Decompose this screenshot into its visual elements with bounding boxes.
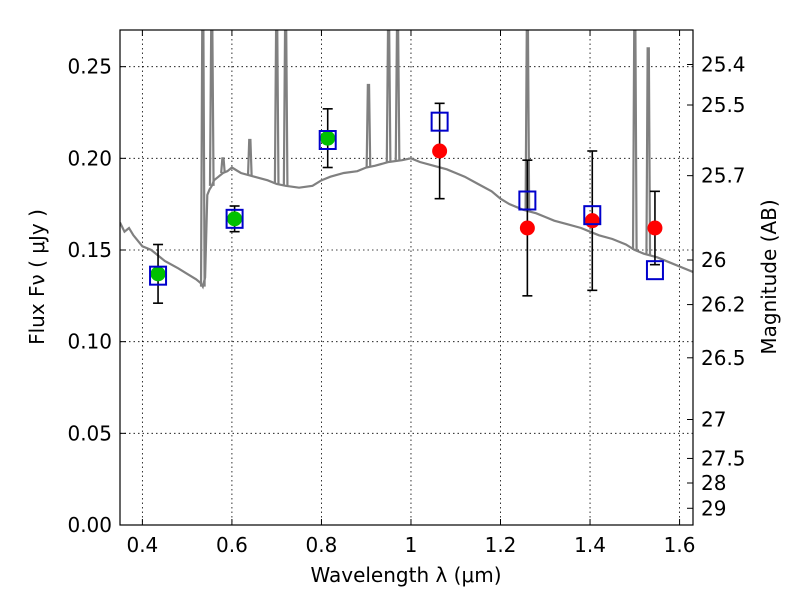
data-point bbox=[432, 143, 448, 159]
model-flux-square bbox=[430, 111, 449, 132]
y-tick-label: 0.25 bbox=[67, 55, 112, 79]
model-spectrum-layer bbox=[120, 30, 693, 290]
data-point bbox=[320, 130, 336, 146]
model-flux-square bbox=[149, 265, 168, 286]
emission-line-spike bbox=[246, 138, 253, 176]
y2-tick-label: 25.7 bbox=[701, 164, 746, 188]
emission-line-spike bbox=[385, 30, 392, 163]
y-tick-label: 0.15 bbox=[67, 238, 112, 262]
y-tick-label: 0.10 bbox=[67, 330, 112, 354]
plot-frame bbox=[119, 29, 694, 526]
y2-tick-label: 29 bbox=[701, 496, 726, 520]
emission-line-spike bbox=[631, 30, 638, 251]
model-flux-square bbox=[318, 130, 337, 150]
y2-tick-label: 25.4 bbox=[701, 52, 746, 76]
emission-line-spike bbox=[645, 47, 652, 255]
y2-axis-title: Magnitude (AB) bbox=[757, 199, 781, 354]
model-flux-square bbox=[583, 205, 602, 226]
emission-line-spike bbox=[199, 30, 206, 287]
points-layer bbox=[150, 130, 663, 282]
data-point bbox=[227, 211, 243, 227]
x-tick-label: 0.4 bbox=[126, 533, 158, 557]
grid bbox=[120, 30, 693, 526]
x-tick-label: 1.6 bbox=[664, 533, 696, 557]
y-tick-label: 0.00 bbox=[67, 513, 112, 537]
emission-line-spike bbox=[394, 30, 401, 161]
emission-line-spike bbox=[365, 83, 372, 168]
y2-tick-label: 26.2 bbox=[701, 293, 746, 317]
emission-line-spike bbox=[282, 30, 289, 186]
x-axis-title: Wavelength λ (μm) bbox=[310, 563, 501, 587]
data-point bbox=[584, 213, 600, 229]
ticks: 0.4 0.6 0.8 1 1.2 1.4 1.6 0.00 0.05 0.10 0.15 0.20 0… bbox=[67, 30, 746, 557]
y2-tick-label: 27 bbox=[701, 408, 726, 432]
y2-tick-label: 26.5 bbox=[701, 346, 746, 370]
data-point bbox=[647, 220, 663, 236]
emission-line-spike bbox=[208, 30, 215, 186]
model-flux-square bbox=[518, 190, 537, 211]
emission-line-spike bbox=[273, 30, 280, 185]
model-spectrum-line bbox=[120, 157, 693, 290]
emission-line-spike bbox=[220, 157, 226, 174]
data-point bbox=[150, 266, 166, 282]
x-tick-label: 0.8 bbox=[306, 533, 338, 557]
y-tick-label: 0.05 bbox=[67, 421, 112, 445]
y2-tick-label: 25.5 bbox=[701, 93, 746, 117]
model-flux-square bbox=[225, 208, 244, 229]
x-tick-label: 1.2 bbox=[485, 533, 517, 557]
data-point bbox=[519, 220, 535, 236]
model-flux-layer bbox=[149, 111, 664, 286]
y-axis-title: Flux Fν ( μJy ) bbox=[25, 209, 49, 345]
y2-tick-label: 26 bbox=[701, 248, 726, 272]
emission-line-spike bbox=[524, 30, 531, 211]
x-tick-label: 1.4 bbox=[574, 533, 606, 557]
model-flux-square bbox=[645, 260, 664, 281]
y2-tick-label: 28 bbox=[701, 471, 726, 495]
y2-tick-label: 27.5 bbox=[701, 446, 746, 470]
x-tick-label: 0.6 bbox=[216, 533, 248, 557]
x-tick-label: 1 bbox=[405, 533, 418, 557]
y-tick-label: 0.20 bbox=[67, 146, 112, 170]
